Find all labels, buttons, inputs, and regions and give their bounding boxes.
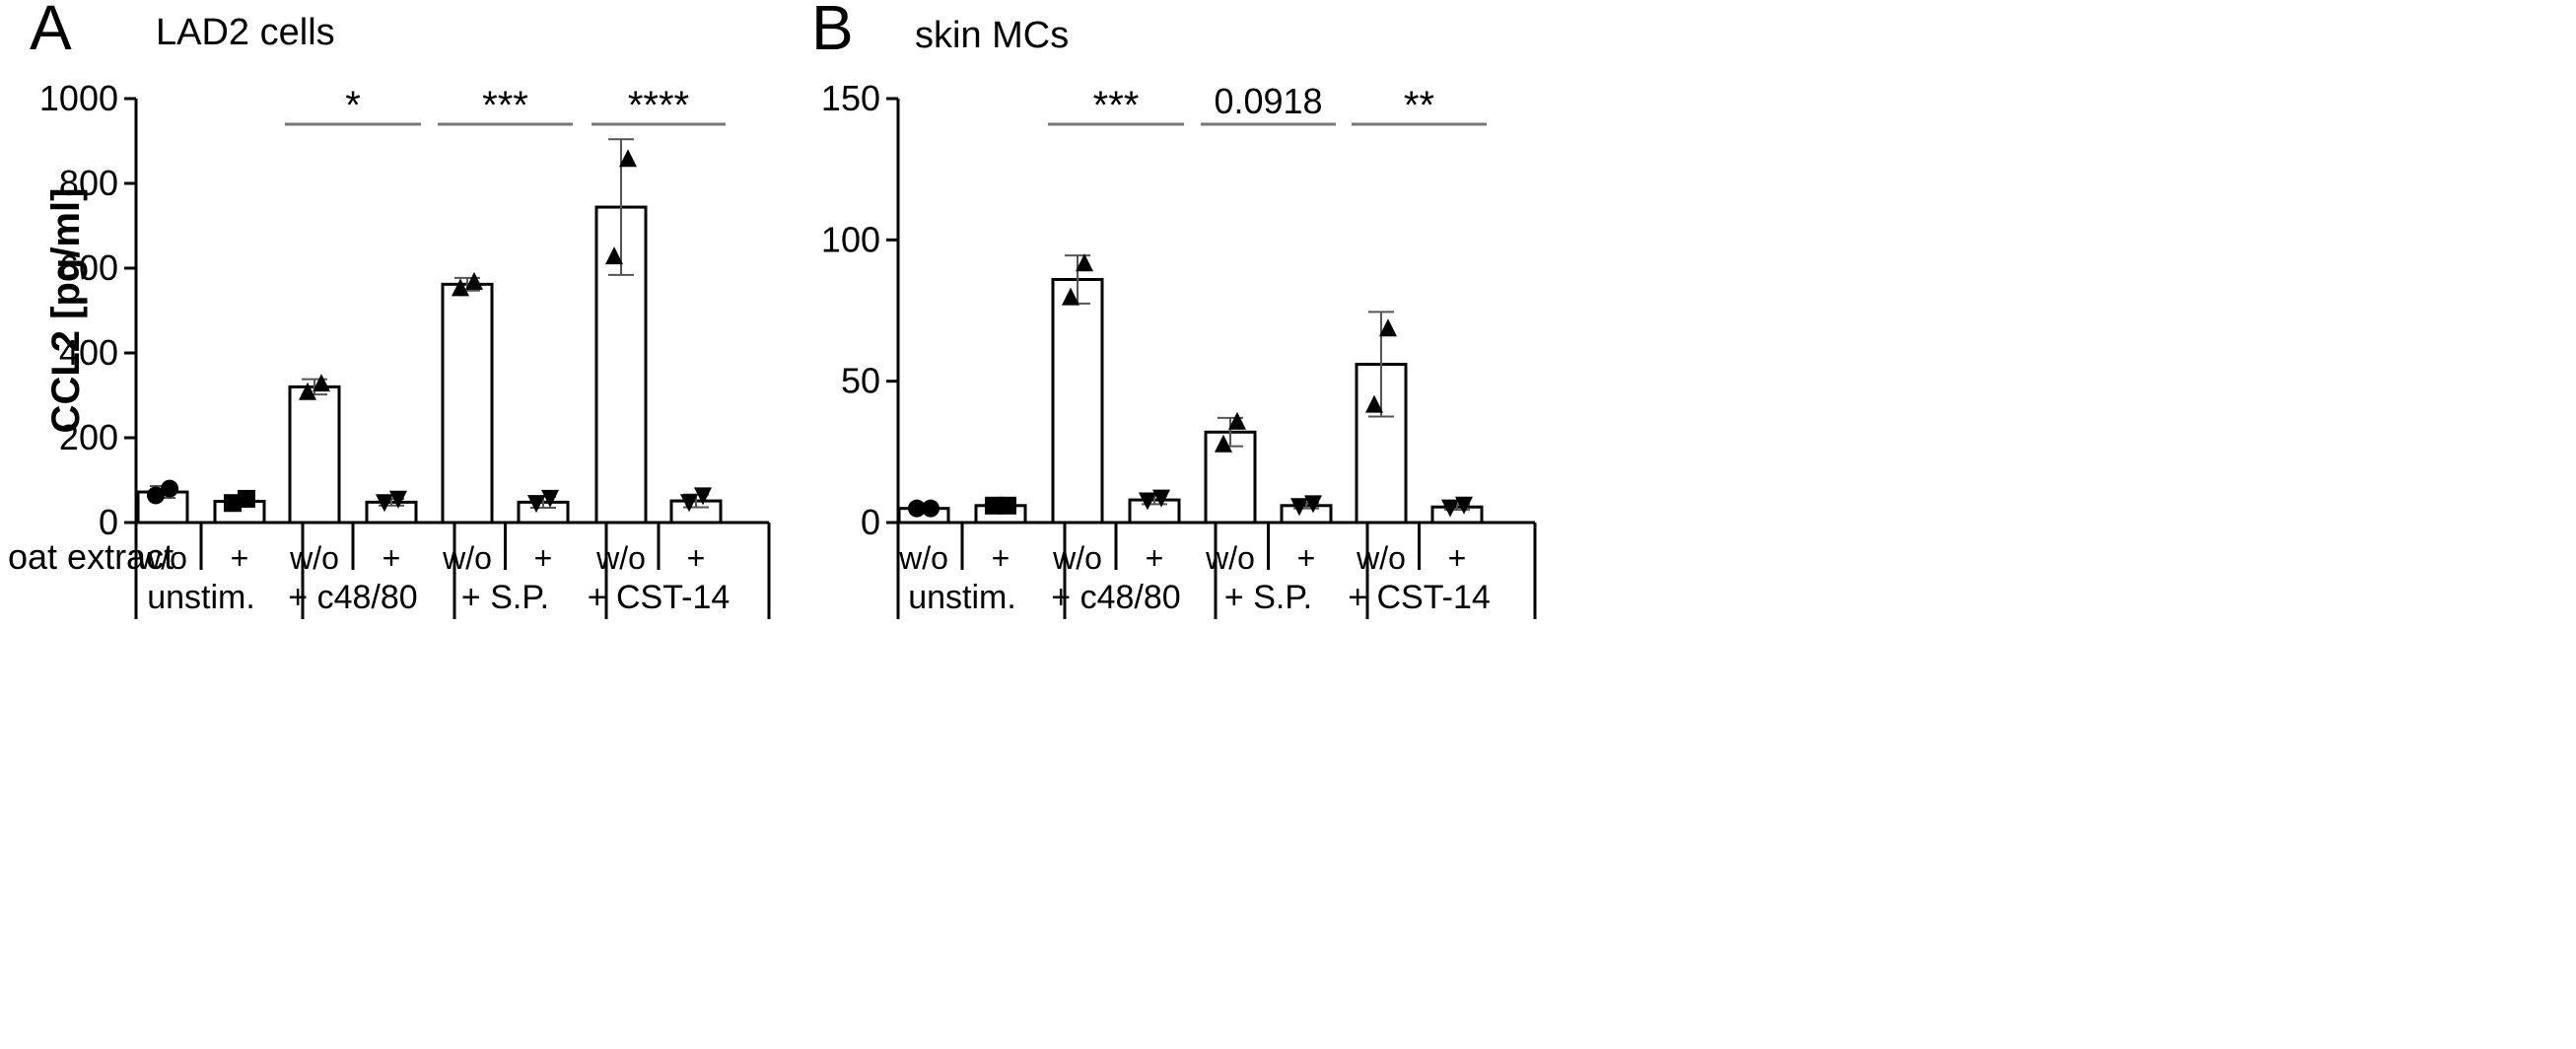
condition-label: + bbox=[687, 540, 706, 576]
y-tick-label: 200 bbox=[59, 417, 118, 457]
condition-label: w/o bbox=[289, 540, 339, 576]
data-point bbox=[1152, 489, 1170, 508]
condition-label: w/o bbox=[137, 540, 187, 576]
group-label: + CST-14 bbox=[1348, 579, 1491, 616]
condition-label: + bbox=[1146, 540, 1164, 576]
data-point bbox=[1062, 287, 1079, 306]
condition-label: + bbox=[992, 540, 1010, 576]
group-label: + S.P. bbox=[1224, 579, 1312, 616]
condition-label: w/o bbox=[1052, 540, 1102, 576]
condition-label: + bbox=[534, 540, 553, 576]
data-point bbox=[161, 479, 178, 498]
data-point bbox=[1139, 492, 1156, 511]
data-point bbox=[238, 489, 255, 508]
group-label: unstim. bbox=[908, 579, 1016, 616]
data-point bbox=[999, 496, 1016, 515]
significance-label: *** bbox=[482, 84, 528, 127]
data-point bbox=[908, 499, 926, 518]
group-label: + c48/80 bbox=[288, 579, 417, 616]
panel-title: LAD2 cells bbox=[156, 12, 335, 53]
condition-label: w/o bbox=[442, 540, 492, 576]
significance-label: * bbox=[345, 84, 361, 127]
data-point bbox=[527, 495, 545, 514]
data-point bbox=[1455, 496, 1473, 515]
data-point bbox=[605, 246, 623, 265]
data-point bbox=[1215, 434, 1232, 453]
y-axis-label: CCL2 [pg/ml] bbox=[44, 188, 88, 434]
y-tick-label: 1000 bbox=[39, 78, 118, 118]
y-tick-label: 100 bbox=[821, 219, 880, 259]
data-point bbox=[619, 149, 637, 168]
data-point bbox=[1076, 253, 1093, 272]
data-point bbox=[465, 271, 483, 290]
condition-label: w/o bbox=[1356, 540, 1406, 576]
data-point bbox=[694, 487, 712, 506]
y-tick-label: 150 bbox=[821, 78, 880, 118]
data-point bbox=[985, 496, 1003, 515]
y-tick-label: 0 bbox=[861, 502, 880, 542]
data-point bbox=[147, 486, 165, 505]
data-point bbox=[1290, 498, 1308, 517]
bar bbox=[288, 385, 341, 524]
condition-label: + bbox=[1297, 540, 1316, 576]
y-tick-label: 800 bbox=[59, 163, 118, 203]
data-point bbox=[313, 374, 330, 392]
panel-letter: A bbox=[30, 0, 72, 63]
condition-label: w/o bbox=[595, 540, 646, 576]
y-tick-label: 0 bbox=[99, 502, 118, 542]
panel-letter: B bbox=[811, 0, 854, 63]
bar bbox=[441, 282, 494, 524]
bar bbox=[1051, 277, 1104, 524]
data-point bbox=[1441, 499, 1459, 518]
significance-label: *** bbox=[1093, 84, 1140, 127]
condition-label: w/o bbox=[1205, 540, 1255, 576]
condition-label: + bbox=[1448, 540, 1467, 576]
data-point bbox=[922, 499, 940, 518]
row-label: oat extract bbox=[8, 536, 174, 577]
data-point bbox=[541, 489, 559, 508]
significance-label: 0.0918 bbox=[1214, 81, 1322, 121]
group-label: unstim. bbox=[147, 579, 255, 616]
condition-label: + bbox=[383, 540, 401, 576]
group-label: + S.P. bbox=[461, 579, 549, 616]
data-point bbox=[224, 494, 242, 513]
y-tick-label: 400 bbox=[59, 332, 118, 373]
data-point bbox=[376, 494, 393, 513]
panel-a: A LAD2 cells CCL2 [pg/ml] 0 200 400 600 800 1000… bbox=[30, 0, 771, 619]
data-point bbox=[299, 382, 316, 400]
significance-label: **** bbox=[628, 84, 689, 127]
condition-label: + bbox=[231, 540, 249, 576]
y-tick-label: 600 bbox=[59, 247, 118, 288]
condition-label: w/o bbox=[898, 540, 948, 576]
group-label: + CST-14 bbox=[588, 579, 731, 616]
significance-label: ** bbox=[1404, 84, 1434, 127]
data-point bbox=[1365, 394, 1383, 413]
panel-title: skin MCs bbox=[915, 15, 1069, 56]
data-point bbox=[1304, 495, 1322, 514]
data-point bbox=[680, 494, 698, 513]
group-label: + c48/80 bbox=[1051, 579, 1180, 616]
data-point bbox=[389, 490, 407, 509]
data-point bbox=[1379, 318, 1397, 337]
data-point bbox=[452, 278, 469, 297]
y-tick-label: 50 bbox=[841, 361, 880, 401]
data-point bbox=[1228, 411, 1246, 430]
